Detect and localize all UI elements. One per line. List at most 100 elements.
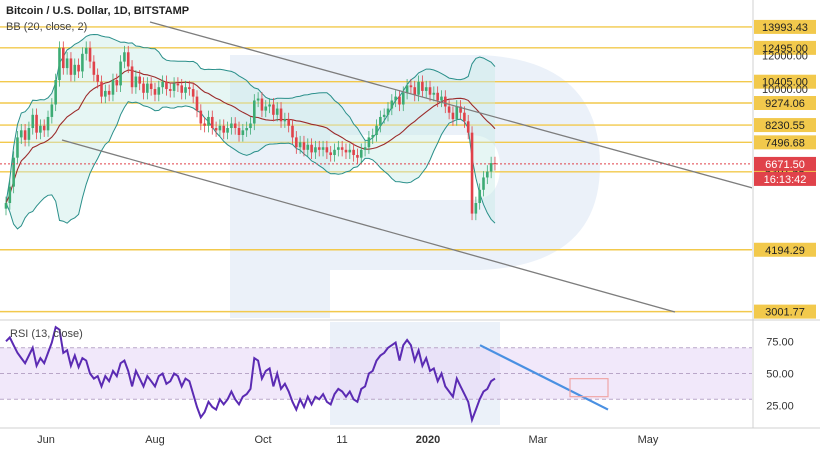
candle-body	[172, 83, 176, 91]
level-tag-bg-8	[754, 304, 816, 319]
candle-body	[176, 83, 180, 86]
candle-body	[363, 147, 367, 150]
candle-body	[272, 104, 275, 115]
level-tag-bg-3	[754, 95, 816, 110]
candle-body	[295, 137, 298, 148]
candle-body	[486, 171, 489, 178]
candle-body	[39, 125, 42, 133]
level-tag-bg-5	[754, 135, 816, 150]
candle-body	[379, 116, 382, 126]
bollinger-basis	[5, 69, 496, 204]
rsi-tick-1: 50.00	[766, 369, 794, 381]
candle-body	[268, 104, 271, 107]
candle-body	[199, 110, 203, 124]
candle-body	[104, 90, 107, 97]
bollinger-upper	[5, 33, 496, 204]
candle-body	[165, 81, 168, 90]
candle-body	[69, 58, 73, 75]
candle-body	[207, 116, 210, 126]
candle-body	[310, 144, 313, 153]
candle-body	[283, 119, 287, 122]
rsi-label: RSI (13, close)	[10, 328, 83, 340]
candle-body	[100, 81, 103, 97]
candle-body	[111, 80, 115, 95]
candle-body	[432, 92, 436, 95]
candle-body	[440, 96, 443, 101]
candle-body	[264, 106, 268, 111]
candle-body	[337, 147, 340, 150]
candle-body	[390, 100, 394, 109]
price-tick-1: 10000.00	[762, 84, 808, 96]
candle-body	[424, 87, 428, 91]
candle-body	[455, 106, 459, 120]
time-tick-6: May	[638, 434, 659, 446]
candle-body	[96, 74, 99, 82]
candle-body	[50, 104, 54, 117]
candle-body	[447, 106, 451, 113]
candle-body	[489, 163, 493, 172]
candle-body	[413, 87, 417, 95]
candle-body	[126, 52, 130, 67]
time-tick-2: Oct	[254, 434, 271, 446]
candle-body	[153, 89, 157, 95]
candle-body	[27, 128, 31, 140]
candle-body	[398, 96, 401, 105]
candle-body	[394, 96, 397, 101]
chart-title: Bitcoin / U.S. Dollar, 1D, BITSTAMP	[6, 5, 189, 17]
rsi-tick-0: 75.00	[766, 336, 794, 348]
candle-body	[19, 130, 23, 138]
candle-body	[493, 163, 497, 165]
candle-body	[340, 147, 344, 150]
candle-body	[214, 128, 218, 131]
candle-body	[180, 85, 184, 93]
candle-body	[54, 80, 57, 105]
candle-body	[35, 114, 38, 133]
candle-body	[12, 157, 15, 187]
candle-body	[146, 83, 149, 93]
candle-body	[184, 87, 187, 93]
candle-body	[88, 47, 92, 62]
candle-body	[317, 147, 321, 150]
candle-body	[23, 130, 27, 140]
candle-body	[291, 125, 294, 138]
candle-body	[375, 125, 378, 136]
candle-body	[8, 186, 12, 204]
level-tag-4: 8230.55	[765, 120, 805, 132]
candle-body	[123, 52, 126, 62]
candle-body	[352, 149, 355, 156]
candle-body	[130, 66, 134, 88]
candle-body	[237, 128, 241, 136]
last-price-tag: 6671.50	[765, 159, 805, 171]
candle-body	[119, 61, 122, 86]
level-tag-bg-2	[754, 74, 816, 89]
candle-body	[287, 119, 290, 126]
candle-body	[371, 135, 375, 138]
candle-body	[436, 92, 439, 101]
candle-body	[241, 130, 245, 136]
candle-body	[421, 81, 424, 91]
candle-body	[31, 114, 35, 129]
candle-body	[222, 125, 226, 133]
candle-body	[359, 149, 363, 158]
candle-body	[451, 112, 455, 120]
candle-body	[188, 87, 191, 90]
time-tick-1: Aug	[145, 434, 165, 446]
price-tick-0: 12000.00	[762, 50, 808, 62]
candle-body	[161, 81, 164, 88]
candle-body	[482, 177, 485, 190]
candle-body	[226, 128, 229, 133]
candle-body	[77, 64, 80, 72]
candle-body	[298, 142, 302, 148]
candle-body	[382, 114, 386, 117]
candle-body	[115, 80, 119, 86]
level-tag-bg-0	[754, 19, 816, 34]
candle-body	[142, 83, 145, 93]
rsi-trendline	[479, 344, 609, 411]
candle-body	[65, 58, 69, 69]
candle-body	[191, 89, 195, 97]
candle-body	[466, 121, 470, 133]
candle-body	[249, 123, 252, 129]
candle-body	[459, 106, 462, 113]
level-tag-1: 12495.00	[762, 43, 808, 55]
